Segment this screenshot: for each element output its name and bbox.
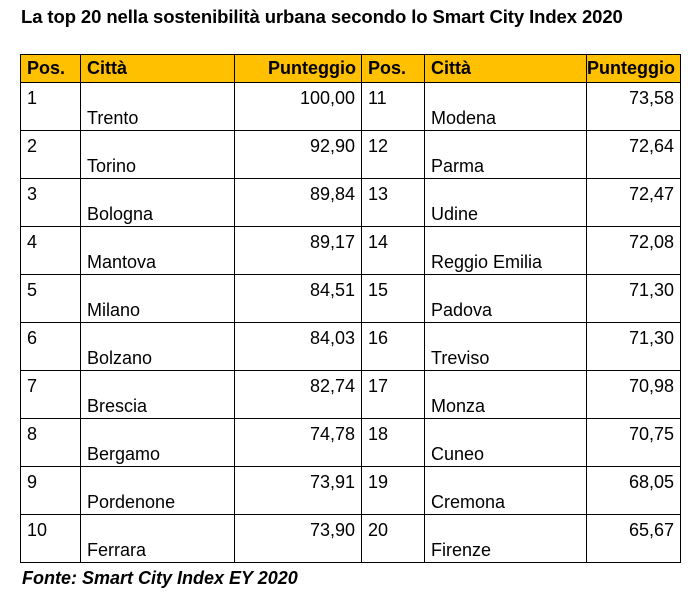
pos-cell: 19 <box>361 466 425 515</box>
pos-cell: 13 <box>361 178 425 227</box>
table-row: 10 Ferrara 73,90 20 Firenze 65,67 <box>20 514 681 563</box>
score-cell: 82,74 <box>234 370 362 419</box>
score-cell: 65,67 <box>586 514 681 563</box>
score-cell: 73,90 <box>234 514 362 563</box>
score-cell: 72,08 <box>586 226 681 275</box>
table-row: 7 Brescia 82,74 17 Monza 70,98 <box>20 370 681 419</box>
table-row: 8 Bergamo 74,78 18 Cuneo 70,75 <box>20 418 681 467</box>
score-cell: 100,00 <box>234 82 362 131</box>
city-cell: Bergamo <box>80 418 235 467</box>
city-cell: Parma <box>424 130 587 179</box>
city-cell: Cuneo <box>424 418 587 467</box>
city-cell: Firenze <box>424 514 587 563</box>
pos-cell: 1 <box>20 82 81 131</box>
city-cell: Torino <box>80 130 235 179</box>
city-cell: Bolzano <box>80 322 235 371</box>
table-row: 1 Trento 100,00 11 Modena 73,58 <box>20 82 681 131</box>
score-cell: 92,90 <box>234 130 362 179</box>
score-cell: 70,98 <box>586 370 681 419</box>
city-cell: Mantova <box>80 226 235 275</box>
city-cell: Monza <box>424 370 587 419</box>
score-cell: 74,78 <box>234 418 362 467</box>
city-cell: Cremona <box>424 466 587 515</box>
score-cell: 70,75 <box>586 418 681 467</box>
score-cell: 84,03 <box>234 322 362 371</box>
city-cell: Milano <box>80 274 235 323</box>
score-cell: 68,05 <box>586 466 681 515</box>
pos-cell: 12 <box>361 130 425 179</box>
score-cell: 72,64 <box>586 130 681 179</box>
table-row: 5 Milano 84,51 15 Padova 71,30 <box>20 274 681 323</box>
score-cell: 71,30 <box>586 322 681 371</box>
pos-cell: 10 <box>20 514 81 563</box>
pos-cell: 9 <box>20 466 81 515</box>
city-cell: Trento <box>80 82 235 131</box>
header-city-left: Città <box>80 54 235 83</box>
pos-cell: 5 <box>20 274 81 323</box>
pos-cell: 17 <box>361 370 425 419</box>
pos-cell: 15 <box>361 274 425 323</box>
header-city-right: Città <box>424 54 587 83</box>
score-cell: 73,91 <box>234 466 362 515</box>
city-cell: Padova <box>424 274 587 323</box>
table-row: 2 Torino 92,90 12 Parma 72,64 <box>20 130 681 179</box>
table-row: 6 Bolzano 84,03 16 Treviso 71,30 <box>20 322 681 371</box>
header-score-left: Punteggio <box>234 54 362 83</box>
score-cell: 72,47 <box>586 178 681 227</box>
score-cell: 89,84 <box>234 178 362 227</box>
city-cell: Treviso <box>424 322 587 371</box>
pos-cell: 11 <box>361 82 425 131</box>
score-cell: 73,58 <box>586 82 681 131</box>
table-header-row: Pos. Città Punteggio Pos. Città Punteggi… <box>20 54 681 83</box>
pos-cell: 3 <box>20 178 81 227</box>
header-score-right: Punteggio <box>586 54 681 83</box>
city-cell: Pordenone <box>80 466 235 515</box>
city-cell: Modena <box>424 82 587 131</box>
pos-cell: 7 <box>20 370 81 419</box>
score-cell: 89,17 <box>234 226 362 275</box>
table-row: 3 Bologna 89,84 13 Udine 72,47 <box>20 178 681 227</box>
header-pos-left: Pos. <box>20 54 81 83</box>
city-cell: Brescia <box>80 370 235 419</box>
ranking-table: Pos. Città Punteggio Pos. Città Punteggi… <box>20 54 681 563</box>
header-pos-right: Pos. <box>361 54 425 83</box>
city-cell: Ferrara <box>80 514 235 563</box>
pos-cell: 18 <box>361 418 425 467</box>
pos-cell: 2 <box>20 130 81 179</box>
city-cell: Bologna <box>80 178 235 227</box>
pos-cell: 16 <box>361 322 425 371</box>
table-row: 9 Pordenone 73,91 19 Cremona 68,05 <box>20 466 681 515</box>
pos-cell: 20 <box>361 514 425 563</box>
source-note: Fonte: Smart City Index EY 2020 <box>22 568 298 588</box>
pos-cell: 4 <box>20 226 81 275</box>
score-cell: 84,51 <box>234 274 362 323</box>
pos-cell: 14 <box>361 226 425 275</box>
page-title: La top 20 nella sostenibilità urbana sec… <box>21 6 623 27</box>
table-row: 4 Mantova 89,17 14 Reggio Emilia 72,08 <box>20 226 681 275</box>
score-cell: 71,30 <box>586 274 681 323</box>
pos-cell: 8 <box>20 418 81 467</box>
city-cell: Reggio Emilia <box>424 226 587 275</box>
pos-cell: 6 <box>20 322 81 371</box>
city-cell: Udine <box>424 178 587 227</box>
